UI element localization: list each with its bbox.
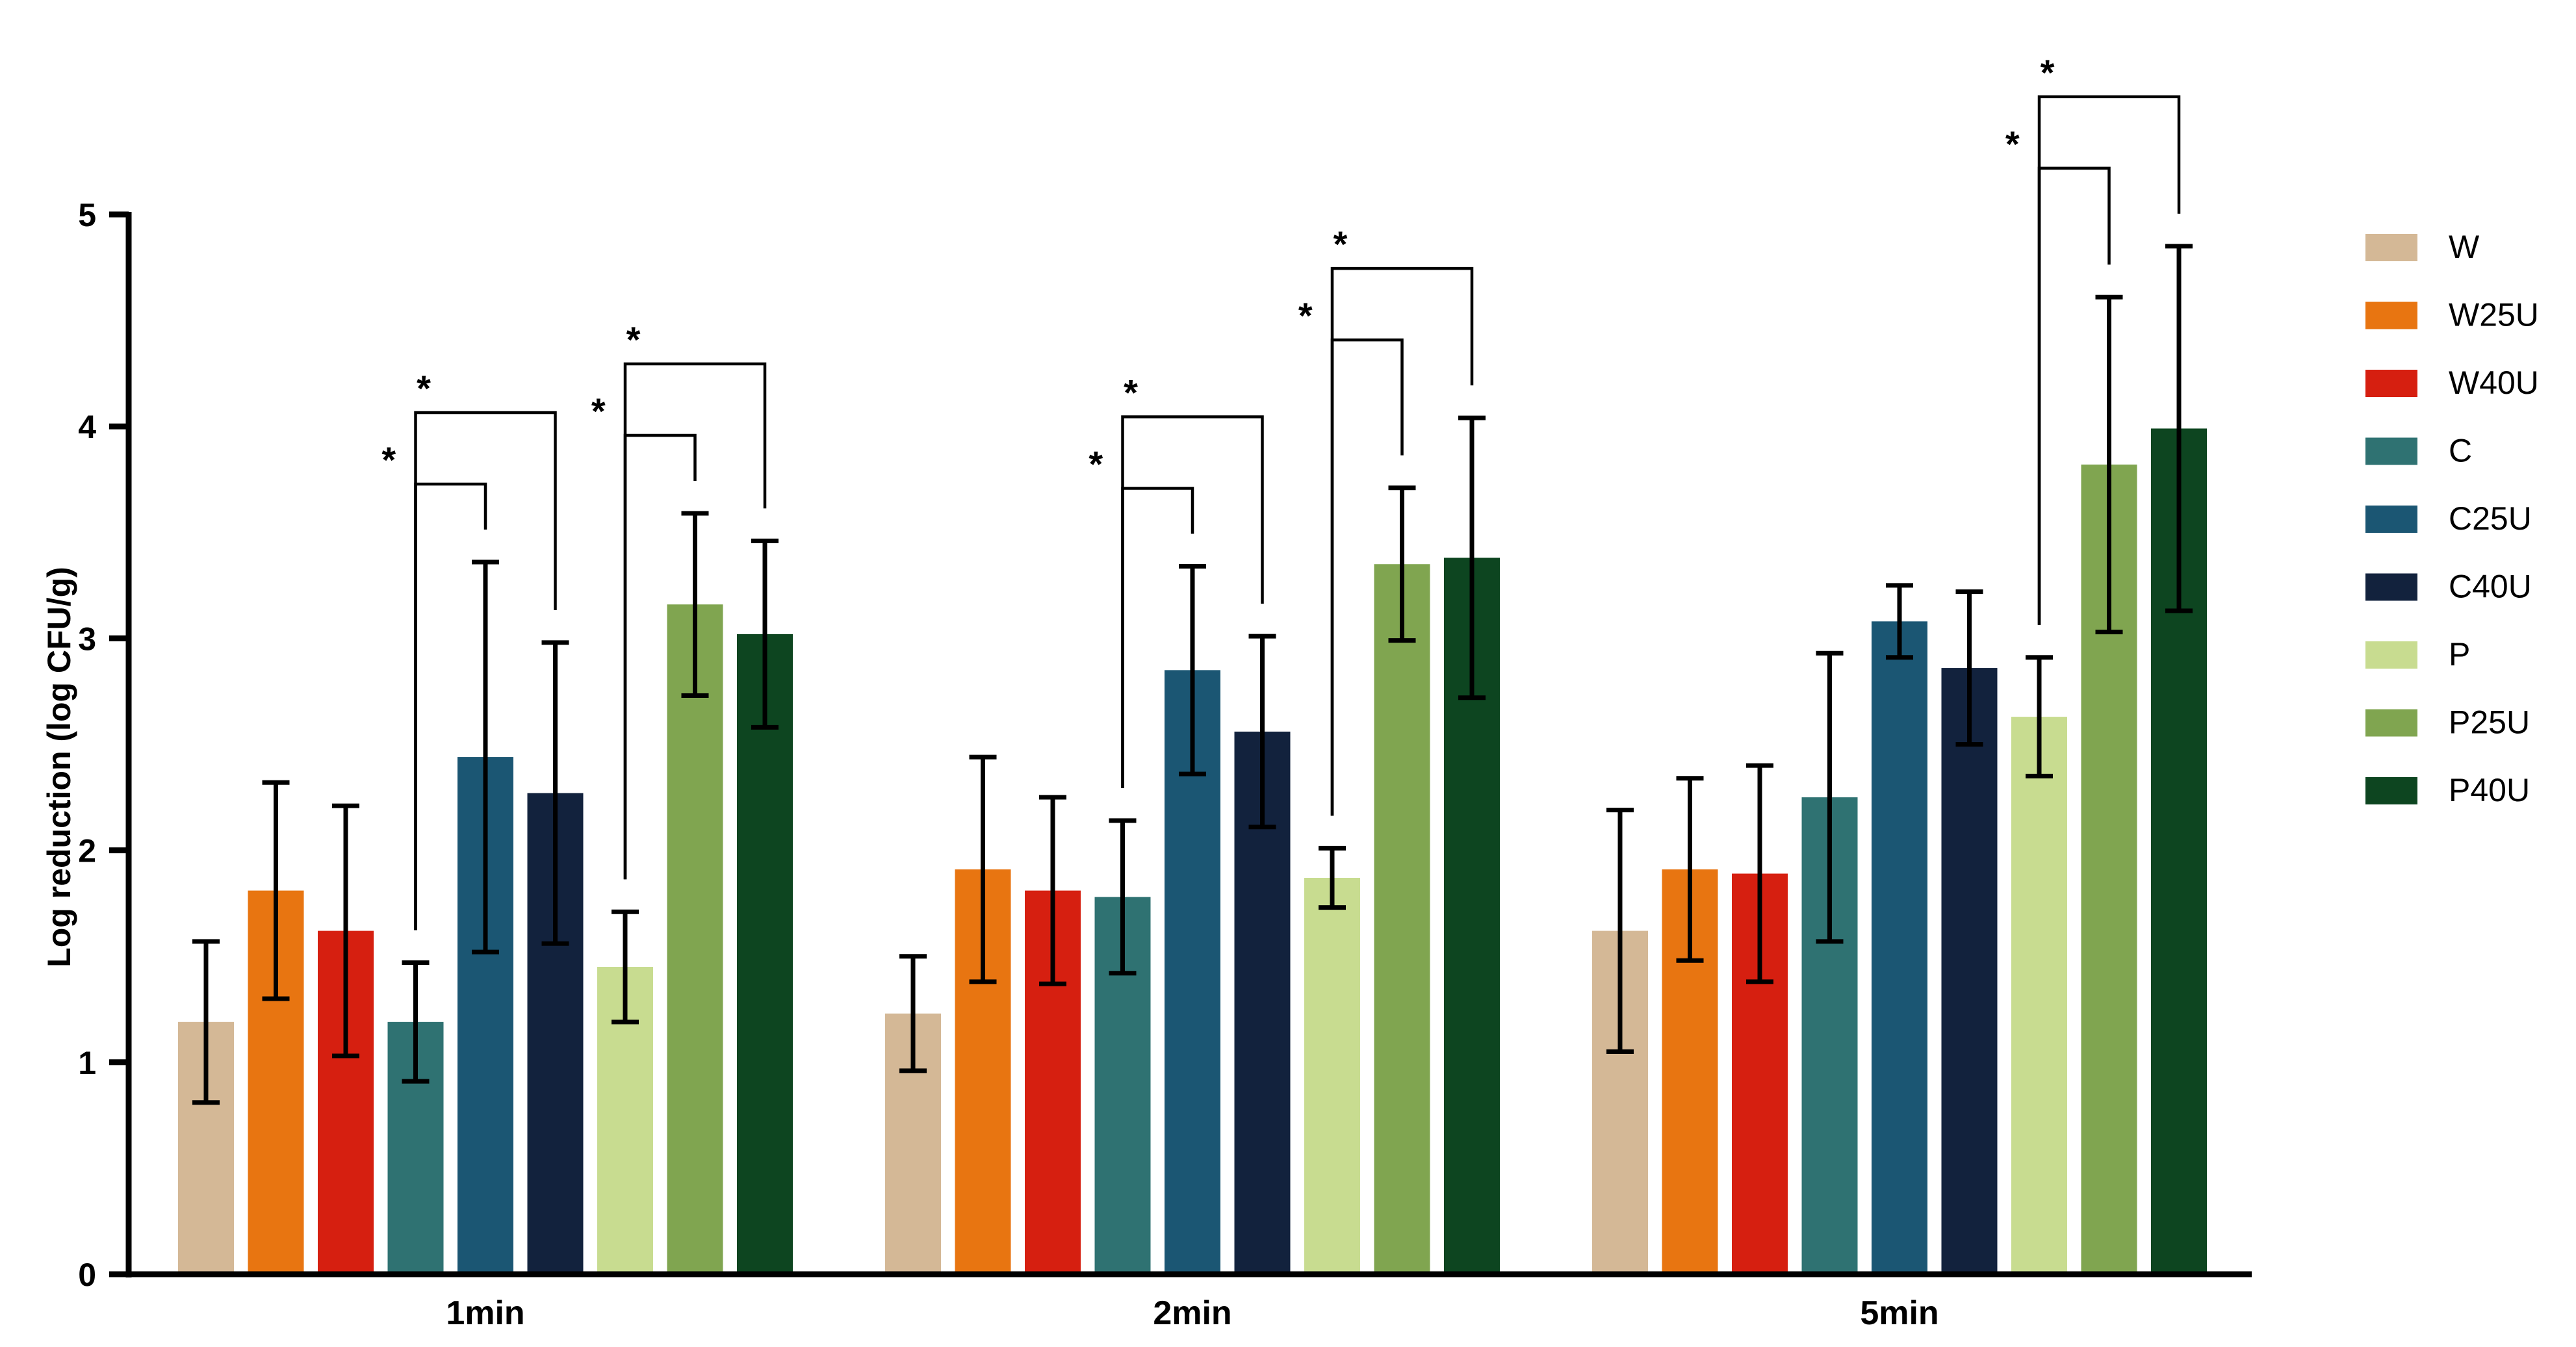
significance-star-1min-P-P25U: * <box>591 391 606 431</box>
legend: W W25U W40U C C25U C40U P P25U P40U <box>2365 229 2539 808</box>
significance-bracket-1min-C-C40U <box>414 411 557 930</box>
legend-label-C: C <box>2449 433 2472 469</box>
significance-star-1min-C-C25U: * <box>381 439 396 480</box>
significance-star-5min-P-P25U: * <box>2005 123 2020 164</box>
significance-star-2min-P-P40U: * <box>1333 224 1348 264</box>
error-bars-layer <box>192 244 2193 1105</box>
y-tick-label-5: 5 <box>78 197 96 233</box>
legend-label-W40U: W40U <box>2449 365 2539 401</box>
significance-star-2min-C-C40U: * <box>1124 372 1138 413</box>
y-tick-label-2: 2 <box>78 833 96 869</box>
legend-swatch-W25U <box>2365 301 2417 329</box>
bar-P25U-2min <box>1374 564 1430 1274</box>
significance-bracket-5min-P-P40U <box>2037 95 2181 625</box>
significance-bracket-1min-P-P40U <box>623 362 767 880</box>
bar-P40U-1min <box>737 634 793 1274</box>
significance-bracket-2min-P-P40U <box>1330 266 1474 816</box>
significance-star-2min-C-C25U: * <box>1088 443 1103 484</box>
bar-P25U-1min <box>667 604 723 1274</box>
y-tick-label-4: 4 <box>78 409 96 445</box>
axes-layer: 0 1 2 3 4 5 1min 2min 5min Log reduction (log CFU… <box>41 197 2252 1332</box>
significance-bracket-2min-C-C40U <box>1121 415 1264 788</box>
legend-label-P: P <box>2449 636 2470 673</box>
legend-swatch-W40U <box>2365 370 2417 397</box>
y-tick-label-3: 3 <box>78 621 96 657</box>
legend-swatch-C25U <box>2365 506 2417 533</box>
bar-C40U-5min <box>1941 668 1998 1274</box>
significance-star-1min-P-P40U: * <box>626 319 641 360</box>
bar-C25U-5min <box>1872 621 1927 1274</box>
legend-label-W: W <box>2449 229 2480 265</box>
y-axis-title: Log reduction (log CFU/g) <box>41 567 77 968</box>
bar-P-5min <box>2011 717 2067 1274</box>
legend-swatch-P40U <box>2365 777 2417 804</box>
legend-swatch-C <box>2365 437 2417 465</box>
legend-swatch-W <box>2365 234 2417 261</box>
significance-layer: * * * * * * * * * * <box>381 52 2181 930</box>
x-category-label-2min: 2min <box>1153 1294 1231 1332</box>
legend-label-C40U: C40U <box>2449 569 2532 605</box>
significance-star-5min-P-P40U: * <box>2041 52 2055 93</box>
y-tick-label-1: 1 <box>78 1045 96 1081</box>
bar-P-2min <box>1304 878 1360 1274</box>
legend-label-P40U: P40U <box>2449 772 2530 808</box>
legend-label-W25U: W25U <box>2449 297 2539 333</box>
significance-star-2min-P-P25U: * <box>1298 295 1313 336</box>
legend-swatch-P <box>2365 641 2417 669</box>
legend-swatch-P25U <box>2365 709 2417 737</box>
bars-layer <box>178 428 2207 1275</box>
legend-label-P25U: P25U <box>2449 704 2530 741</box>
significance-star-1min-C-C40U: * <box>417 368 431 409</box>
legend-swatch-C40U <box>2365 573 2417 601</box>
x-category-label-5min: 5min <box>1860 1294 1938 1332</box>
y-tick-label-0: 0 <box>78 1257 96 1293</box>
legend-label-C25U: C25U <box>2449 500 2532 537</box>
x-category-label-1min: 1min <box>446 1294 524 1332</box>
